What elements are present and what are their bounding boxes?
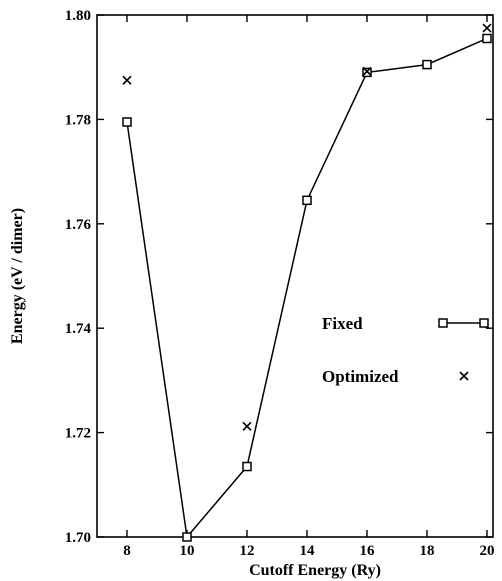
y-axis-title: Energy (eV / dimer): [9, 208, 26, 344]
legend-label-fixed: Fixed: [322, 314, 363, 333]
marker-square: [422, 59, 432, 70]
series-line-fixed: [126, 37, 488, 539]
marker-square: [482, 33, 492, 44]
x-tick-label: 12: [240, 543, 255, 559]
legend: Fixed Optimized: [322, 314, 489, 386]
y-tick-label: 1.70: [65, 530, 91, 546]
x-tick-label: 20: [480, 543, 495, 559]
marker-x: [362, 66, 372, 76]
legend-label-optimized: Optimized: [322, 367, 399, 386]
legend-marker-x: [459, 371, 469, 381]
marker-x: [482, 23, 492, 33]
x-tick-label: 10: [180, 543, 195, 559]
marker-x: [122, 75, 132, 85]
marker-square: [122, 117, 132, 127]
x-tick-label: 8: [123, 543, 131, 559]
x-tick-label: 16: [360, 543, 376, 559]
marker-x: [242, 421, 252, 431]
x-tick-label: 14: [300, 543, 316, 559]
y-tick-label: 1.72: [65, 426, 91, 442]
plot-frame: [96, 14, 494, 538]
x-axis-title: Cutoff Energy (Ry): [249, 562, 381, 579]
y-tick-label: 1.74: [65, 321, 92, 337]
marker-square: [302, 195, 312, 206]
legend-marker-square: [479, 318, 489, 328]
y-tick-label: 1.76: [65, 217, 92, 233]
plot-border: [96, 14, 494, 538]
marker-square: [242, 461, 252, 472]
x-axis: 8 10 12 14 16 18 20: [123, 15, 495, 559]
y-axis: 1.70 1.72 1.74 1.76 1.78 1.80: [65, 8, 493, 546]
series-lines: [126, 37, 488, 539]
y-tick-label: 1.78: [65, 112, 91, 128]
legend-marker-square: [438, 318, 448, 328]
y-tick-label: 1.80: [65, 8, 91, 24]
marker-square: [182, 532, 192, 542]
x-tick-label: 18: [420, 543, 435, 559]
series-markers: [122, 23, 492, 542]
